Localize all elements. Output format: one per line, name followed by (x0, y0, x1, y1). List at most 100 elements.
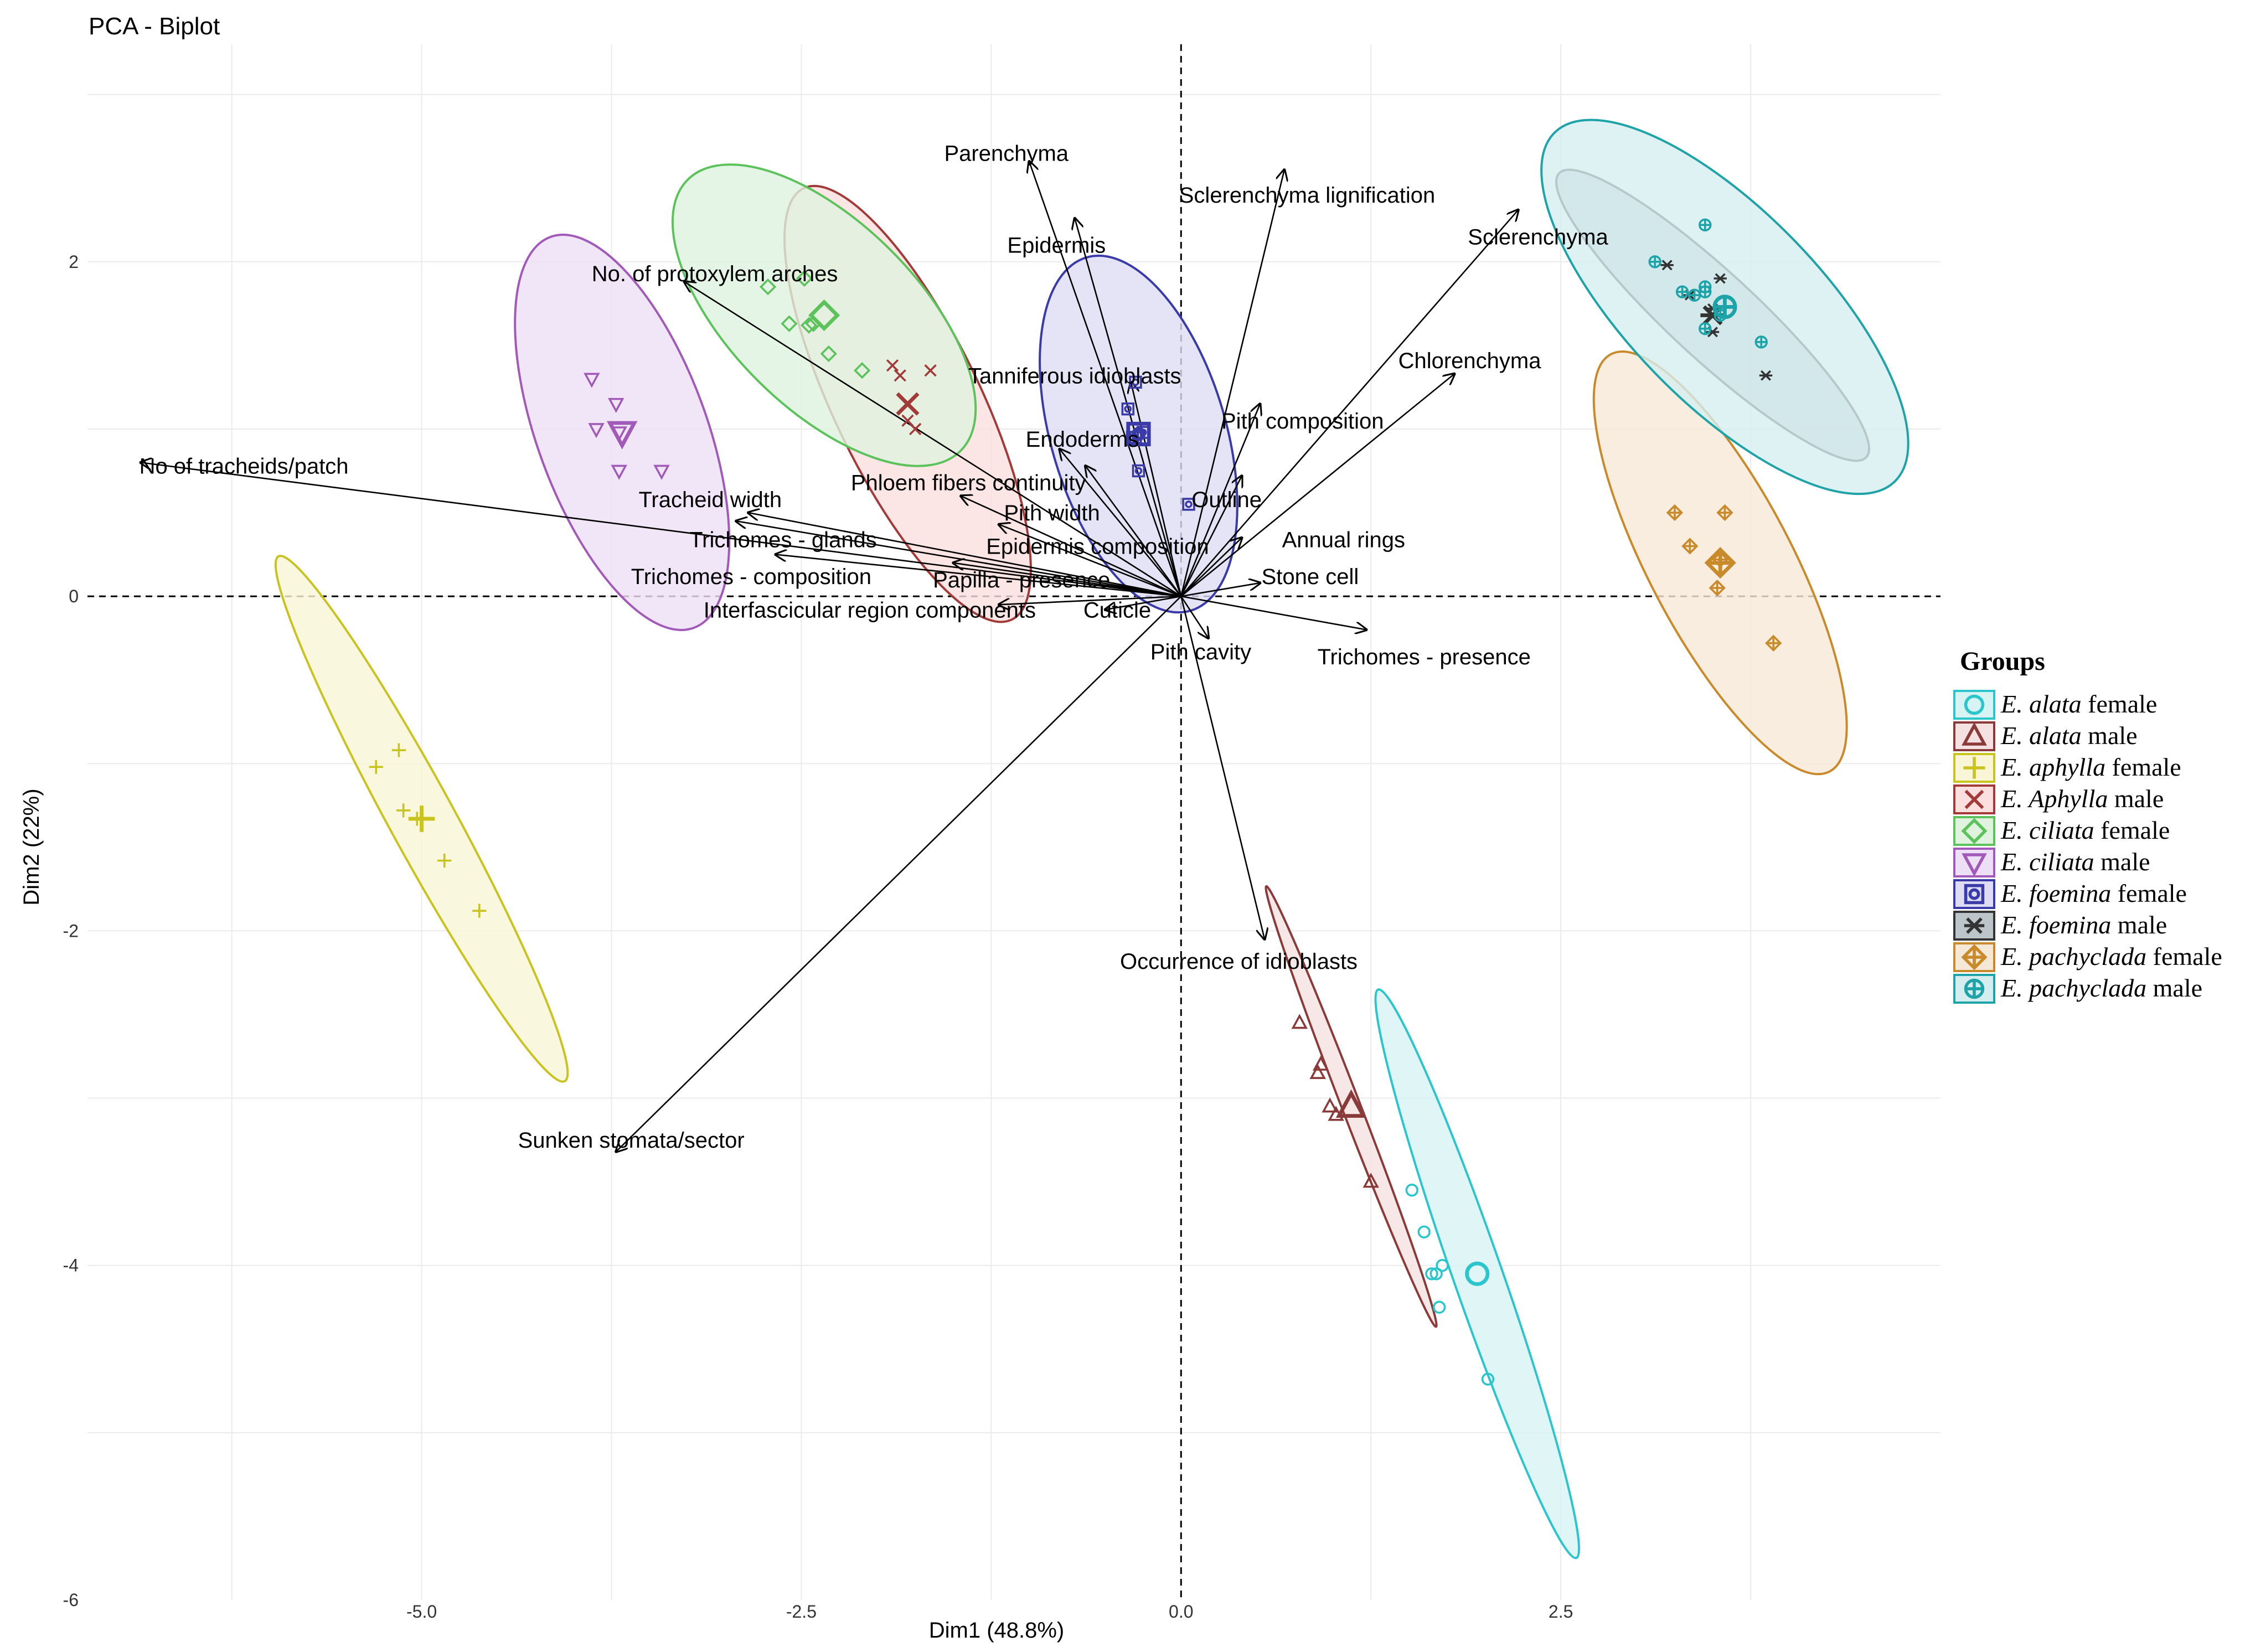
legend-item-label: E. foemina female (2000, 879, 2187, 907)
variable-arrow (961, 496, 1181, 597)
data-point (854, 362, 871, 379)
variable-label: Endoderms (1026, 427, 1139, 452)
marker-shape (1962, 722, 1987, 746)
variable-arrow (1029, 162, 1182, 597)
marker-shape (369, 760, 383, 774)
marker-shape (1961, 818, 1988, 844)
marker-shape (1425, 1267, 1438, 1281)
marker-shape (1291, 1014, 1308, 1029)
legend-marker (1962, 722, 1987, 746)
variable-labels: Parenchyma Sclerenchyma lignification Scle… (140, 141, 1609, 1153)
legend-marker (1964, 789, 1984, 809)
variable-arrow (1180, 374, 1454, 597)
variable-arrow (141, 462, 1181, 597)
data-point (369, 760, 383, 774)
group-centroid (1465, 1261, 1490, 1286)
variable-label: Interfascicular region components (704, 598, 1036, 622)
marker-shape (1432, 1300, 1446, 1314)
data-point (611, 464, 627, 480)
data-point (1182, 498, 1195, 511)
legend-item-label: E. foemina male (2000, 911, 2167, 939)
data-point (437, 853, 452, 868)
group-centroid (1712, 295, 1737, 319)
marker-shape (894, 369, 906, 382)
legend-marker (1964, 978, 1985, 999)
data-point (1699, 218, 1712, 232)
zero-reference-lines (87, 44, 1940, 1600)
variable-arrows (141, 162, 1518, 1152)
marker-shape (1714, 296, 1736, 318)
marker-shape (1131, 427, 1146, 441)
data-point (1121, 402, 1134, 416)
data-point (1363, 1173, 1379, 1188)
legend-sex: female (2094, 816, 2170, 844)
x-tick-label: 2.5 (1549, 1602, 1573, 1622)
data-point (901, 414, 914, 427)
y-axis-label: Dim2 (22%) (19, 788, 44, 905)
variable-arrow (1180, 404, 1260, 597)
x-tick-label: 0.0 (1169, 1602, 1193, 1622)
data-point (1481, 1372, 1495, 1386)
group-centroid (1335, 1089, 1367, 1118)
marker-shape (800, 317, 818, 334)
marker-shape (1417, 1225, 1431, 1238)
axis-ticks: -5.0 -2.5 0.0 2.5 -6 -4 -2 0 2 (63, 252, 1573, 1622)
variable-arrow (1085, 466, 1182, 597)
legend-sex: male (2146, 974, 2202, 1002)
marker-shape (1964, 917, 1985, 934)
data-point (1132, 464, 1145, 478)
marker-shape (1322, 1097, 1338, 1113)
legend-item-label: E. pachyclada female (2000, 942, 2222, 970)
y-tick-label: -2 (63, 921, 79, 941)
variable-label: Cuticle (1083, 598, 1151, 622)
legend-species: E. ciliata (2000, 816, 2094, 844)
variable-label: Phloem fibers continuity (851, 471, 1086, 495)
marker-shape (759, 278, 777, 296)
variable-arrow (616, 596, 1182, 1152)
data-point (1322, 1097, 1338, 1113)
data-point (1405, 1184, 1418, 1197)
data-point (1714, 273, 1727, 284)
data-point (1425, 1267, 1438, 1281)
data-point (1699, 285, 1712, 298)
legend-item-label: E. Aphylla male (2000, 784, 2164, 813)
marker-shape (606, 421, 638, 450)
marker-shape (896, 392, 920, 416)
variable-arrow (1180, 538, 1242, 597)
marker-shape (396, 803, 411, 818)
legend-marker (1962, 853, 1987, 877)
group-centroid (1704, 547, 1736, 579)
data-point (472, 904, 487, 918)
marker-shape (854, 362, 871, 379)
data-point (820, 345, 837, 363)
marker-shape (1766, 636, 1780, 651)
marker-shape (1121, 402, 1134, 416)
data-point (1687, 288, 1701, 302)
legend-item-label: E. alata male (2000, 721, 2138, 750)
marker-shape (588, 423, 605, 438)
legend-marker (1961, 818, 1988, 844)
data-point (1432, 1300, 1446, 1314)
variable-arrow (748, 513, 1181, 597)
y-tick-label: -6 (63, 1590, 79, 1610)
marker-shape (1963, 946, 1985, 968)
marker-shape (1126, 421, 1151, 447)
legend-key (1953, 911, 1995, 941)
variable-arrow (999, 595, 1181, 605)
variable-label: Annual rings (1282, 528, 1405, 552)
marker-shape (1756, 336, 1767, 348)
variable-label: Sunken stomata/sector (518, 1128, 745, 1153)
marker-shape (607, 397, 625, 414)
variable-arrow (999, 524, 1181, 597)
marker-shape (1962, 853, 1987, 877)
legend-item-label: E. ciliata male (2000, 848, 2150, 876)
variable-arrow (1105, 595, 1181, 610)
marker-shape (1699, 323, 1711, 334)
marker-shape (1964, 694, 1985, 715)
data-point (607, 397, 625, 414)
y-tick-label: 0 (69, 586, 79, 606)
marker-shape (1963, 757, 1985, 779)
data-point (1129, 375, 1142, 389)
x-axis-label: Dim1 (48.8%) (929, 1618, 1065, 1643)
